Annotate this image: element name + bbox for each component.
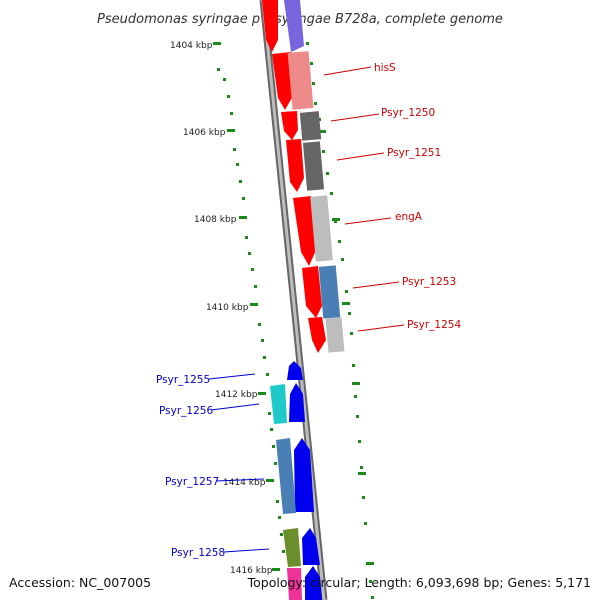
tick-label: 1404 kbp: [170, 41, 213, 51]
gene-arrow-blue[interactable]: [287, 361, 303, 380]
gene-arrow-blue[interactable]: [302, 528, 320, 565]
gene-arrow-red[interactable]: [302, 266, 322, 318]
gene-arrow-red[interactable]: [293, 196, 317, 266]
tick-label: 1410 kbp: [206, 303, 249, 313]
tick-dots-right: [306, 42, 374, 599]
tick-label: 1416 kbp: [230, 566, 273, 576]
accession-text: Accession: NC_007005: [9, 575, 151, 590]
gene-arrow-red[interactable]: [308, 317, 326, 353]
label-leaders: [208, 66, 405, 553]
gene-label-psyr-1258[interactable]: Psyr_1258: [171, 547, 225, 559]
gene-label-psyr-1250[interactable]: Psyr_1250: [381, 107, 435, 119]
gene-block-cyan[interactable]: [270, 384, 287, 424]
gene-block-steel-blue[interactable]: [276, 438, 296, 514]
forward-strand-genes: [287, 361, 322, 600]
gene-label-psyr-1255[interactable]: Psyr_1255: [156, 374, 210, 386]
gene-label-psyr-1251[interactable]: Psyr_1251: [387, 147, 441, 159]
gene-arrow-red[interactable]: [281, 111, 298, 140]
gene-block-light-grey[interactable]: [310, 195, 333, 262]
gene-label-psyr-1257[interactable]: Psyr_1257: [165, 476, 219, 488]
gene-label-psyr-1254[interactable]: Psyr_1254: [407, 319, 461, 331]
tick-label: 1406 kbp: [183, 128, 226, 138]
reverse-strand-cog: [284, 0, 345, 353]
gene-labels: hisS Psyr_1250 Psyr_1251 engA Psyr_1253 …: [156, 62, 461, 559]
gene-block-olive[interactable]: [283, 528, 301, 567]
gene-block-dark-grey[interactable]: [302, 141, 325, 191]
tick-label: 1414 kbp: [223, 478, 266, 488]
tick-labels: 1404 kbp 1406 kbp 1408 kbp 1410 kbp 1412…: [170, 41, 273, 576]
genome-backbone: [259, 0, 328, 600]
gene-arrow-red[interactable]: [286, 139, 304, 192]
gene-block-dark-grey[interactable]: [299, 111, 322, 141]
gene-label-hisS[interactable]: hisS: [374, 62, 396, 74]
major-ticks-right: [318, 130, 374, 565]
reverse-strand-genes: [262, 0, 326, 353]
gene-arrow-red[interactable]: [272, 52, 294, 110]
gene-arrow-blue[interactable]: [305, 566, 322, 600]
gene-block-pink[interactable]: [287, 51, 314, 110]
gene-block-purple[interactable]: [284, 0, 304, 52]
gene-arrow-blue[interactable]: [294, 438, 314, 512]
gene-block-steel-blue[interactable]: [318, 265, 341, 319]
gene-arrow-blue[interactable]: [289, 383, 305, 422]
major-ticks-left: [213, 42, 280, 571]
gene-block-magenta[interactable]: [287, 568, 302, 600]
tick-dots-left: [217, 68, 285, 553]
genome-summary-text: Topology: circular; Length: 6,093,698 bp…: [247, 575, 591, 590]
gene-label-engA[interactable]: engA: [395, 211, 423, 223]
tick-label: 1412 kbp: [215, 390, 258, 400]
gene-label-psyr-1256[interactable]: Psyr_1256: [159, 405, 213, 417]
gene-block-light-grey[interactable]: [325, 317, 345, 353]
gene-arrow-red[interactable]: [262, 0, 278, 52]
tick-label: 1408 kbp: [194, 215, 237, 225]
forward-strand-cog: [270, 384, 302, 600]
gene-label-psyr-1253[interactable]: Psyr_1253: [402, 276, 456, 288]
